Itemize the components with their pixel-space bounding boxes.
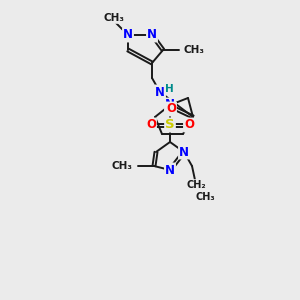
Text: N: N [179, 146, 189, 158]
Text: CH₃: CH₃ [195, 192, 215, 202]
Text: O: O [166, 103, 176, 116]
Text: N: N [165, 98, 175, 112]
Text: H: H [165, 84, 173, 94]
Text: CH₃: CH₃ [184, 45, 205, 55]
Text: O: O [184, 118, 194, 131]
Text: O: O [146, 118, 156, 131]
Text: S: S [165, 118, 175, 131]
Text: CH₂: CH₂ [186, 180, 206, 190]
Text: CH₃: CH₃ [103, 13, 124, 23]
Text: N: N [155, 85, 165, 98]
Text: CH₃: CH₃ [112, 161, 133, 171]
Text: N: N [165, 164, 175, 176]
Text: N: N [147, 28, 157, 41]
Text: N: N [123, 28, 133, 41]
